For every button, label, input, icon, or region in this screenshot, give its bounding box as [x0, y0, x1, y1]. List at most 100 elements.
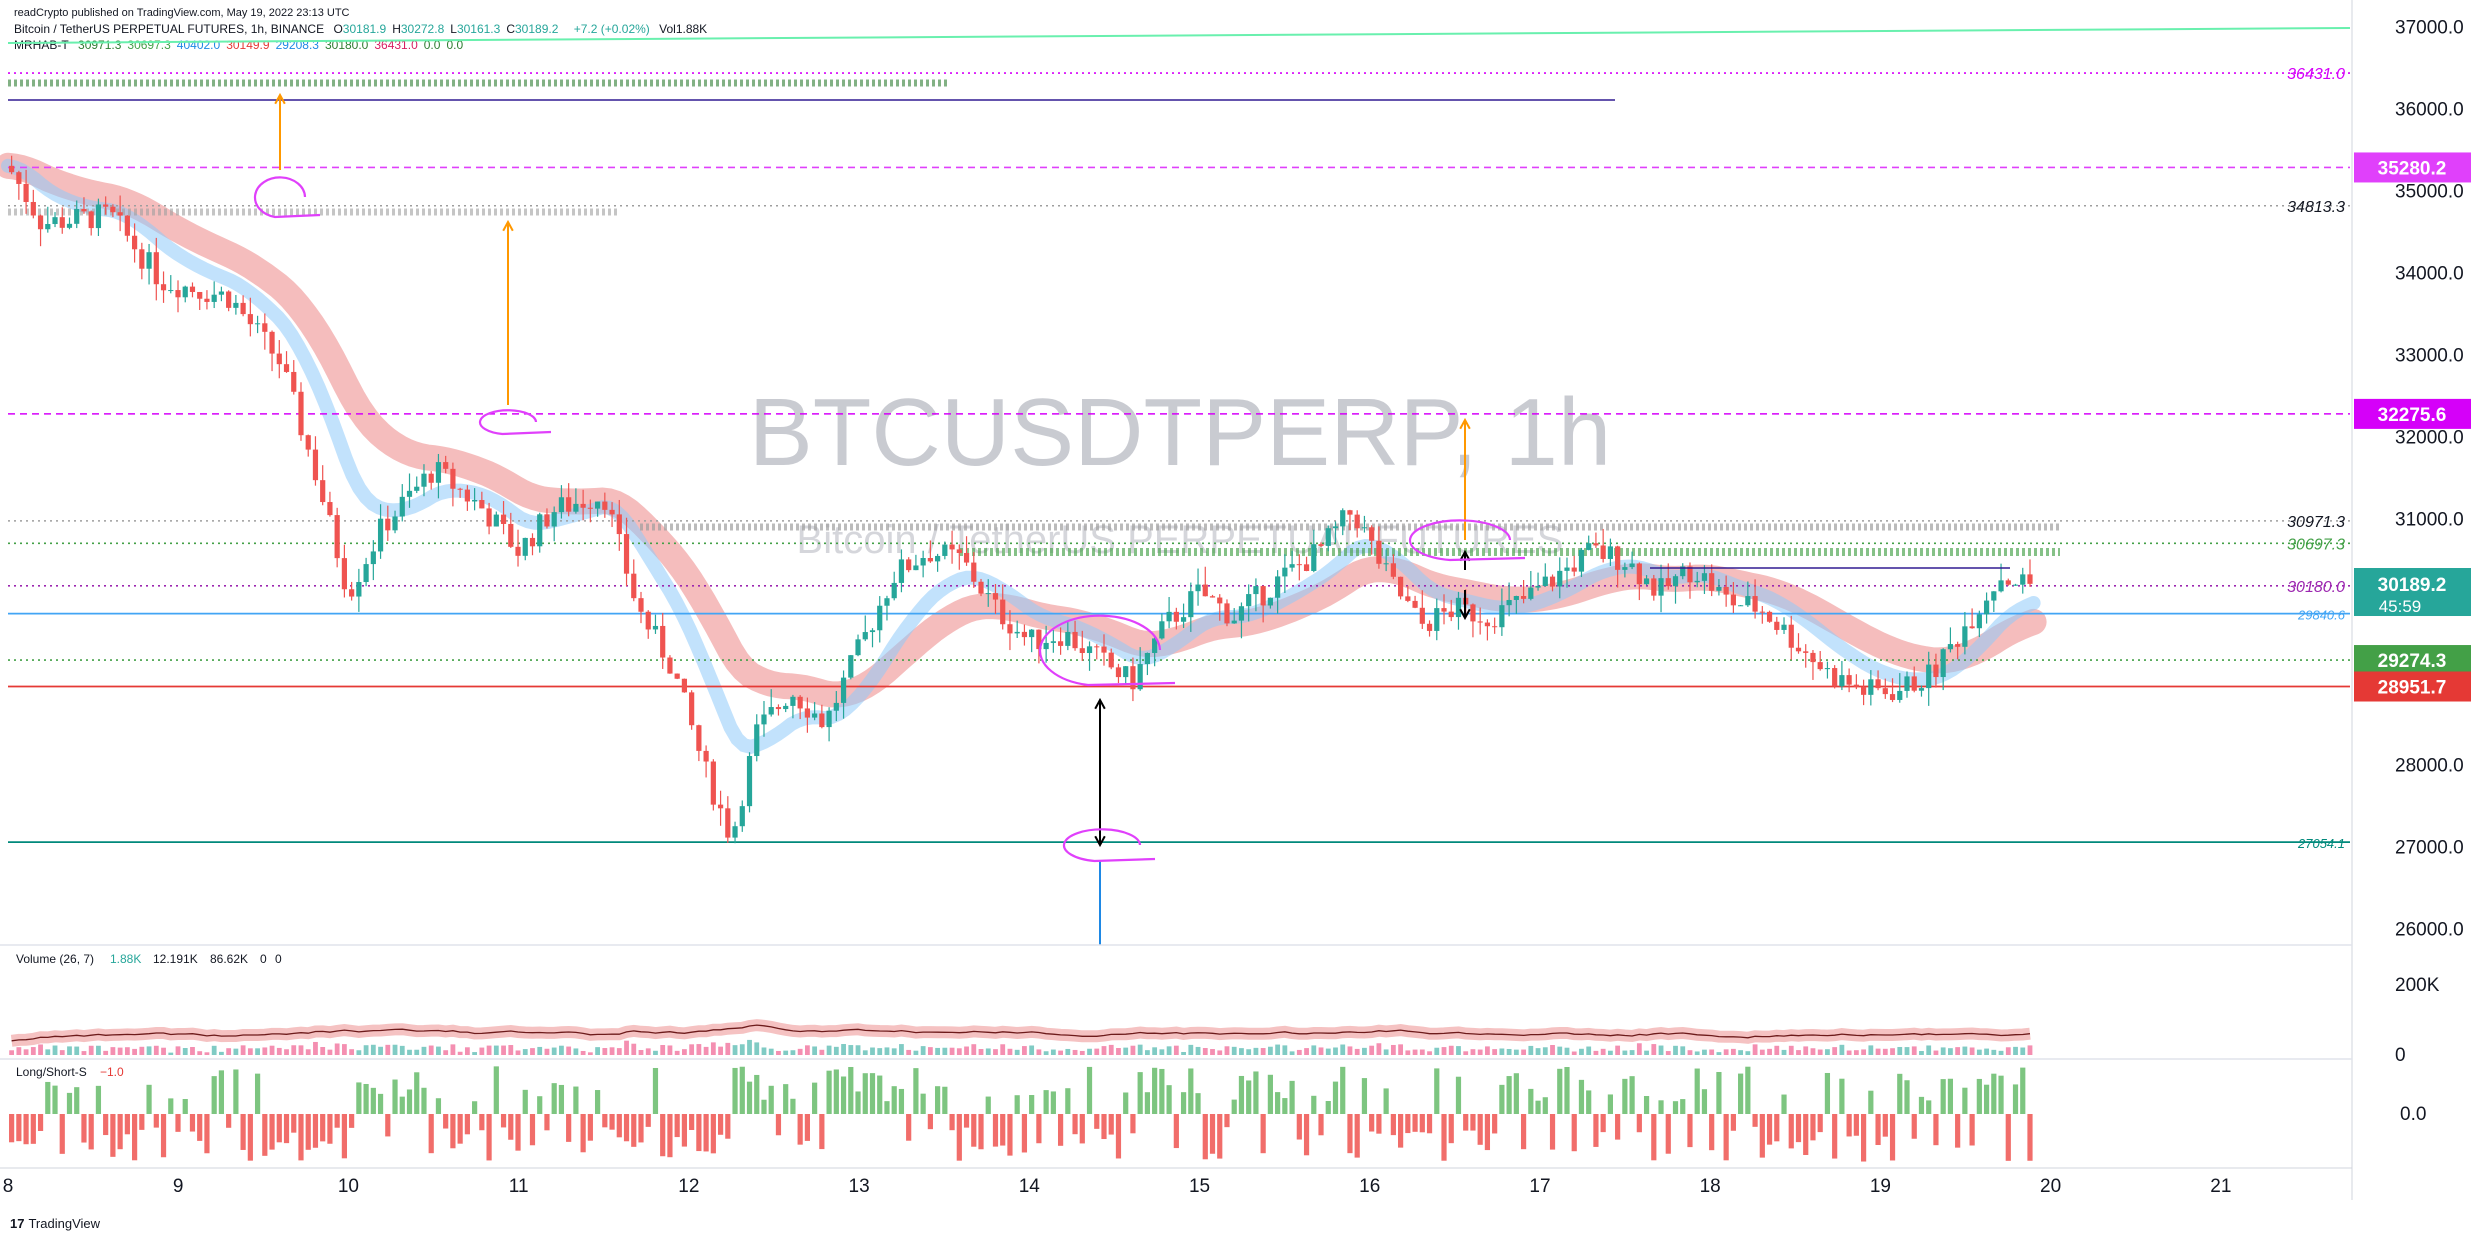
volume-bar: [1152, 1047, 1158, 1055]
volume-bar: [1369, 1045, 1375, 1055]
volume-bar: [30, 1047, 36, 1055]
candle-body: [826, 710, 832, 728]
volume-bar: [52, 1045, 58, 1055]
candle-body: [978, 581, 984, 594]
volume-bar: [356, 1050, 362, 1055]
candle-body: [1195, 584, 1201, 592]
volume-bar: [616, 1048, 622, 1055]
volume-bar: [1448, 1045, 1454, 1055]
volume-bar: [1116, 1048, 1121, 1055]
volume-bar: [1781, 1049, 1787, 1055]
candle-body: [240, 302, 246, 315]
volume-bar: [1318, 1047, 1324, 1055]
volume-bar: [1745, 1051, 1751, 1055]
longshort-bar: [1940, 1079, 1946, 1114]
volume-bar: [566, 1046, 572, 1055]
longshort-bar: [1983, 1084, 1990, 1114]
longshort-bar: [204, 1114, 210, 1154]
volume-legend-value: 86.62K: [210, 952, 248, 966]
longshort-bar: [1636, 1114, 1642, 1133]
longshort-bar: [775, 1114, 782, 1136]
volume-bar: [551, 1047, 557, 1055]
longshort-bar: [978, 1114, 984, 1150]
candle-body: [1303, 564, 1310, 571]
candle-body: [320, 480, 326, 503]
candle-body: [725, 808, 731, 838]
longshort-bar: [1180, 1092, 1187, 1114]
candle-body: [450, 468, 456, 489]
longshort-bar: [783, 1084, 789, 1114]
candle-body: [30, 201, 36, 216]
volume-bar: [1593, 1050, 1599, 1055]
candle-body: [1745, 596, 1751, 606]
candle-body: [717, 804, 724, 809]
volume-bar: [1470, 1049, 1476, 1055]
longshort-bar: [1441, 1114, 1447, 1161]
longshort-bar: [717, 1114, 724, 1135]
longshort-bar: [291, 1114, 297, 1133]
candle-body: [262, 323, 268, 332]
volume-bar: [96, 1045, 101, 1055]
candle-body: [1354, 514, 1360, 529]
volume-bar: [1940, 1047, 1946, 1055]
longshort-bar: [1152, 1067, 1158, 1114]
candle-body: [254, 323, 261, 325]
y-tick-label: 34000.0: [2395, 263, 2464, 284]
longshort-bar: [884, 1101, 890, 1114]
longshort-bar: [1000, 1114, 1006, 1146]
volume-legend-value: 0: [260, 952, 267, 966]
longshort-bar: [1231, 1099, 1237, 1114]
longshort-bar: [1680, 1099, 1686, 1114]
volume-bar: [153, 1045, 159, 1055]
candle-body: [1528, 587, 1534, 599]
candle-body: [1846, 675, 1852, 685]
candle-body: [797, 696, 803, 709]
volume-bar: [1832, 1047, 1838, 1055]
price-level-label: 30180.0: [2287, 579, 2345, 596]
longshort-bar: [1687, 1114, 1693, 1148]
x-tick-label: 14: [1019, 1176, 1041, 1197]
candle-body: [370, 551, 376, 565]
orange-arrow-head: [274, 92, 286, 105]
longshort-bar: [486, 1114, 492, 1161]
candle-body: [132, 235, 138, 250]
longshort-bar: [1578, 1079, 1585, 1114]
tradingview-footer[interactable]: 17 TradingView: [10, 1216, 100, 1231]
volume-bar: [877, 1048, 883, 1055]
candle-body: [168, 290, 174, 292]
candle-body: [392, 516, 398, 531]
longshort-bar: [1036, 1114, 1042, 1144]
longshort-bar: [1701, 1089, 1708, 1114]
longshort-bar: [363, 1083, 369, 1114]
volume-bar: [1419, 1049, 1425, 1055]
volume-bar: [1846, 1050, 1852, 1055]
volume-bar: [638, 1050, 644, 1055]
black-arrow-head: [1459, 608, 1471, 621]
longshort-bar: [674, 1114, 680, 1138]
longshort-bar: [898, 1088, 905, 1114]
candle-body: [573, 503, 579, 512]
volume-bar: [1759, 1049, 1765, 1055]
longshort-bar: [1817, 1114, 1823, 1133]
volume-bar: [1217, 1050, 1223, 1055]
volume-bar: [2013, 1046, 2018, 1055]
candle-body: [1441, 608, 1447, 612]
longshort-bar: [667, 1114, 673, 1158]
volume-bar: [1362, 1047, 1367, 1055]
longshort-bar: [1238, 1075, 1245, 1114]
volume-bar: [1535, 1048, 1541, 1055]
longshort-bar: [1282, 1098, 1288, 1114]
volume-bar: [211, 1045, 217, 1055]
volume-bar: [349, 1049, 355, 1055]
longshort-bar: [761, 1099, 767, 1114]
longshort-bar: [710, 1114, 716, 1154]
candle-body: [638, 598, 644, 612]
candle-body: [247, 314, 253, 325]
longshort-bar: [103, 1114, 109, 1136]
volume-bar: [1709, 1049, 1715, 1055]
volume-bar: [23, 1049, 29, 1055]
symbol-legend[interactable]: Bitcoin / TetherUS PERPETUAL FUTURES, 1h…: [14, 22, 713, 36]
longshort-bar: [1130, 1114, 1136, 1134]
candle-body: [1578, 549, 1585, 572]
